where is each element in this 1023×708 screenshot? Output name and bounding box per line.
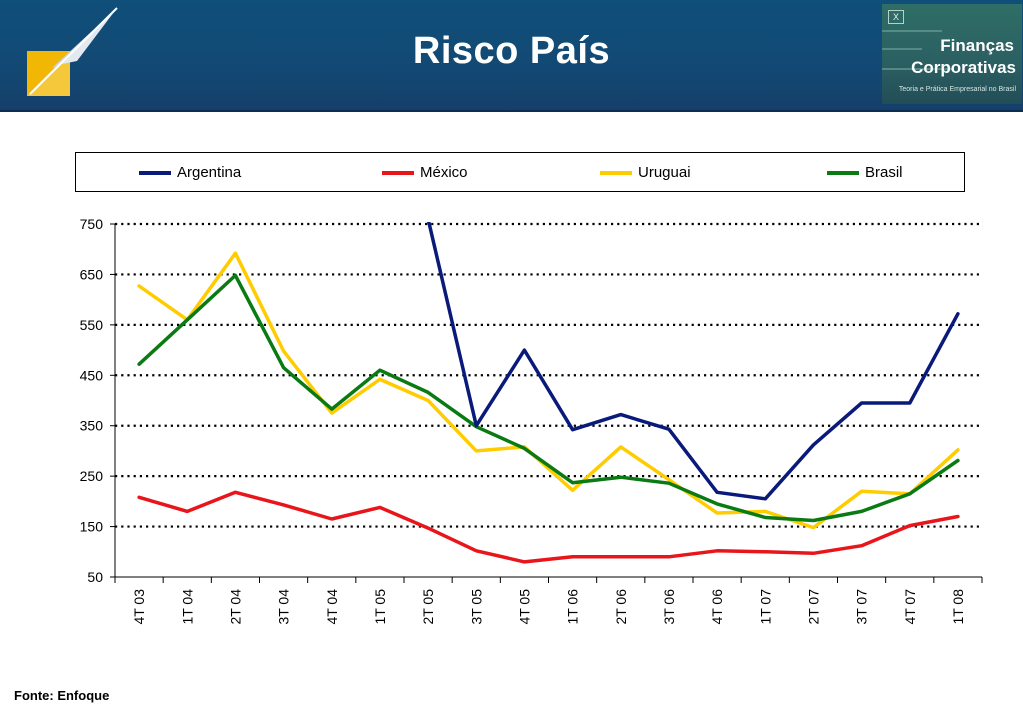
legend-swatch	[600, 171, 632, 175]
y-tick-label: 650	[80, 266, 104, 282]
series-line-mexico	[137, 490, 960, 564]
x-tick-label: 2T 04	[227, 589, 243, 625]
legend-swatch	[382, 171, 414, 175]
x-tick-label: 1T 06	[565, 589, 581, 625]
x-tick-label: 4T 04	[324, 589, 340, 625]
x-tick-label: 4T 06	[709, 589, 725, 625]
x-tick-label: 4T 07	[902, 589, 918, 625]
x-tick-label: 1T 04	[179, 589, 195, 625]
brand-logo-icon	[27, 7, 118, 96]
legend-swatch	[139, 171, 171, 175]
x-tick-label: 4T 05	[516, 589, 532, 625]
x-tick-label: 4T 03	[131, 589, 147, 625]
brand-tagline: Teoria e Prática Empresarial no Brasil	[898, 86, 1016, 93]
x-tick-label: 3T 04	[276, 589, 292, 625]
series-line-uruguai	[137, 251, 960, 530]
page-title: Risco País	[412, 30, 611, 72]
slide-header: Risco País X Finanças Corporativas Teori…	[0, 0, 1023, 112]
x-tick-label: 3T 07	[854, 589, 870, 625]
x-tick-label: 1T 07	[757, 589, 773, 625]
x-tick-label: 2T 07	[805, 589, 821, 625]
legend-swatch	[827, 171, 859, 175]
source-note: Fonte: Enfoque	[14, 688, 110, 703]
y-tick-label: 750	[80, 216, 104, 232]
brand-badge: X Finanças Corporativas Teoria e Prática…	[882, 4, 1022, 104]
series-line-argentina	[427, 222, 960, 501]
y-tick-label: 150	[80, 519, 104, 535]
brand-line2: Corporativas	[911, 58, 1016, 77]
y-tick-label: 50	[87, 569, 103, 585]
y-tick-label: 450	[80, 367, 104, 383]
x-tick-label: 1T 05	[372, 589, 388, 625]
legend-label: Uruguai	[638, 164, 691, 181]
y-tick-label: 250	[80, 468, 104, 484]
legend-label: Brasil	[865, 164, 903, 181]
y-tick-label: 350	[80, 418, 104, 434]
x-tick-label: 2T 06	[613, 589, 629, 625]
series-line-brasil	[137, 273, 960, 523]
x-tick-label: 1T 08	[950, 589, 966, 625]
x-tick-label: 3T 06	[661, 589, 677, 625]
legend-label: México	[420, 164, 468, 181]
chart-legend: Argentina México Uruguai Brasil	[75, 152, 965, 192]
book-icon: X	[888, 10, 904, 24]
x-tick-label: 3T 05	[468, 589, 484, 625]
y-tick-label: 550	[80, 317, 104, 333]
brand-line1: Finanças	[940, 36, 1014, 55]
legend-label: Argentina	[177, 164, 242, 181]
x-tick-label: 2T 05	[420, 589, 436, 625]
